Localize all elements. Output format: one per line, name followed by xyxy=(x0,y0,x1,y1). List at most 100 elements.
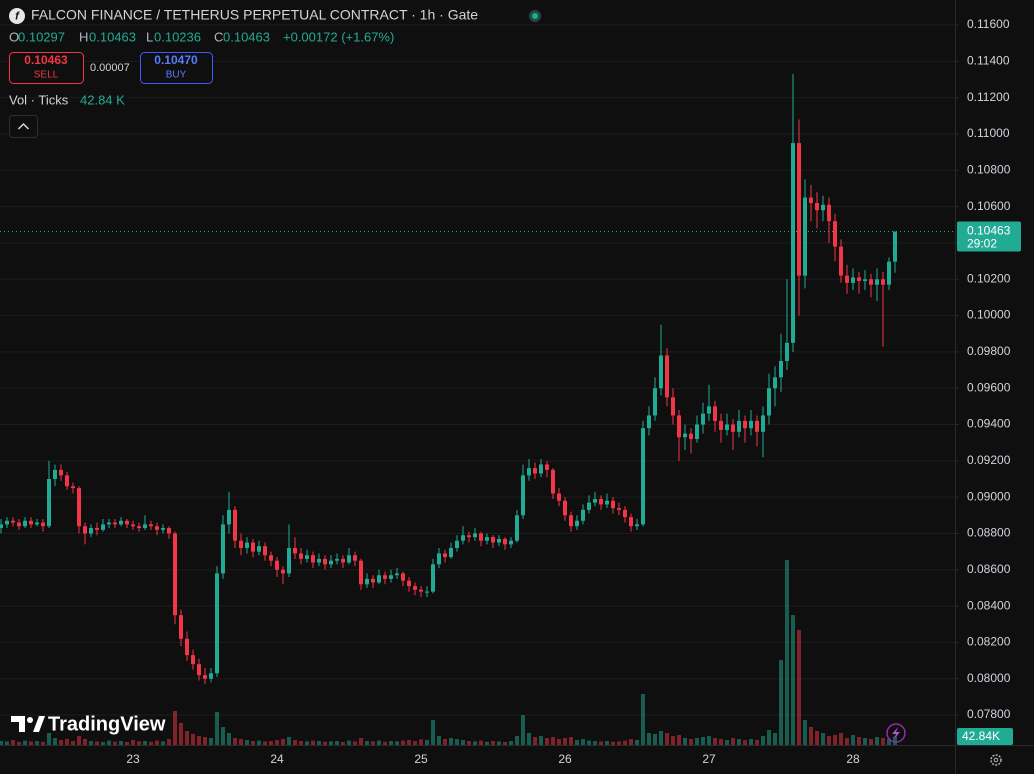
candle-body xyxy=(407,580,411,587)
candle-body xyxy=(419,589,423,592)
volume-bar xyxy=(719,739,723,745)
volume-bar xyxy=(287,737,291,745)
candle-body xyxy=(839,246,843,276)
candle-body xyxy=(443,553,447,558)
volume-bar xyxy=(743,740,747,745)
volume-bar xyxy=(551,737,555,745)
candle-body xyxy=(113,522,117,525)
candle-body xyxy=(821,204,825,211)
candle-body xyxy=(713,406,717,421)
alert-icon[interactable] xyxy=(886,723,906,743)
volume-value: 42.84 K xyxy=(80,92,125,107)
candle-body xyxy=(53,469,57,479)
y-tick-label: 0.08200 xyxy=(967,635,1011,649)
y-tick-label: 0.11000 xyxy=(967,126,1010,140)
x-tick-label: 23 xyxy=(126,752,140,766)
settings-icon[interactable] xyxy=(990,754,1002,766)
chart-title[interactable]: FALCON FINANCE / TETHERUS PERPETUAL CONT… xyxy=(31,7,478,23)
candle-body xyxy=(293,547,297,554)
candle-body xyxy=(125,520,129,525)
candle-body xyxy=(533,468,537,474)
sell-button[interactable] xyxy=(9,52,84,84)
volume-bar xyxy=(41,741,45,745)
candle-body xyxy=(581,509,585,521)
volume-bar xyxy=(17,742,21,745)
spread: 0.00007 xyxy=(90,62,130,74)
candle-body xyxy=(479,533,483,541)
candle-body xyxy=(827,204,831,222)
volume-bar xyxy=(233,738,237,745)
candle-body xyxy=(863,279,867,282)
volume-bar xyxy=(779,660,783,745)
candle-body xyxy=(239,540,243,548)
volume-bar xyxy=(155,740,159,745)
volume-bar xyxy=(143,741,147,745)
last-price-box xyxy=(957,221,1021,252)
volume-bar xyxy=(605,741,609,745)
volume-bar xyxy=(647,733,651,745)
candle-body xyxy=(683,433,687,438)
candle-body xyxy=(635,524,639,527)
volume-bar xyxy=(629,739,633,745)
candle-body xyxy=(167,528,171,534)
volume-bar xyxy=(347,740,351,745)
volume-bar xyxy=(587,740,591,745)
status-dot xyxy=(532,13,538,19)
candle-body xyxy=(701,413,705,425)
volume-bar xyxy=(137,741,141,745)
candle-body xyxy=(275,560,279,570)
volume-bar xyxy=(827,736,831,745)
candle-body xyxy=(509,540,513,545)
y-tick-label: 0.08600 xyxy=(967,562,1011,576)
candle-body xyxy=(641,428,645,525)
candle-body xyxy=(719,420,723,430)
volume-bar xyxy=(221,727,225,745)
volume-bar xyxy=(311,740,315,745)
candle-body xyxy=(617,508,621,510)
low-label: L xyxy=(146,29,153,44)
buy-button[interactable] xyxy=(140,52,213,84)
y-tick-label: 0.10600 xyxy=(967,199,1011,213)
volume-bar xyxy=(845,738,849,745)
volume-bar xyxy=(695,738,699,745)
last-price-label: 0.10463 xyxy=(967,224,1011,238)
candle-body xyxy=(65,475,69,487)
volume-bar xyxy=(203,737,207,745)
volume-bar xyxy=(383,741,387,745)
volume-bar xyxy=(665,733,669,745)
x-tick-label: 26 xyxy=(558,752,572,766)
volume-bar xyxy=(725,740,729,745)
countdown-label: 29:02 xyxy=(967,237,997,251)
candle-body xyxy=(431,564,435,592)
candle-body xyxy=(887,261,891,285)
candle-body xyxy=(209,673,213,679)
candle-body xyxy=(737,420,741,432)
volume-bar xyxy=(491,741,495,745)
candle-body xyxy=(665,355,669,398)
volume-bar xyxy=(599,741,603,745)
high-value: 0.10463 xyxy=(89,29,136,44)
candle-body xyxy=(893,231,897,262)
volume-bar xyxy=(833,735,837,745)
candle-body xyxy=(179,615,183,639)
volume-bar xyxy=(749,739,753,745)
y-tick-label: 0.10200 xyxy=(967,271,1011,285)
candle-body xyxy=(77,488,81,527)
candle-body xyxy=(527,468,531,476)
logo-text: TradingView xyxy=(48,713,166,735)
collapse-button[interactable] xyxy=(9,115,38,138)
candle-body xyxy=(245,542,249,548)
candle-body xyxy=(305,555,309,559)
volume-label-box xyxy=(957,728,1013,745)
volume-bar xyxy=(485,741,489,745)
candle-body xyxy=(395,573,399,576)
volume-bar xyxy=(557,739,561,745)
candle-body xyxy=(365,578,369,585)
volume-bar xyxy=(785,560,789,745)
candle-body xyxy=(371,578,375,583)
volume-bar xyxy=(641,694,645,745)
volume-bar xyxy=(83,739,87,745)
candle-body xyxy=(71,486,75,489)
